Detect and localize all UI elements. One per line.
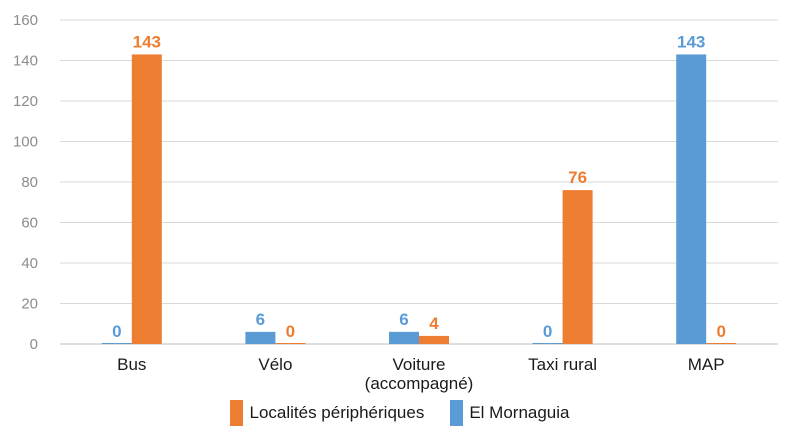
legend-item-el-mornaguia: El Mornaguia [450, 400, 570, 426]
y-tick-label: 140 [13, 53, 38, 70]
legend-item-localites: Localités périphériques [230, 400, 424, 426]
legend-swatch-blue [450, 400, 464, 426]
y-tick-label: 60 [21, 215, 38, 232]
bar [131, 54, 162, 345]
y-tick-label: 120 [13, 93, 38, 110]
data-label: 0 [286, 322, 295, 341]
data-label: 76 [568, 168, 587, 187]
bar [706, 343, 737, 344]
bar [389, 331, 419, 344]
y-tick-label: 0 [30, 336, 38, 353]
data-label: 0 [543, 322, 552, 341]
y-tick-label: 20 [21, 296, 38, 313]
x-category-label: Taxi rural [528, 355, 597, 374]
data-label: 0 [716, 322, 725, 341]
legend: Localités périphériques El Mornaguia [0, 400, 800, 426]
bar [419, 335, 449, 344]
x-category-label: Voiture [393, 355, 446, 374]
legend-swatch-orange [230, 400, 244, 426]
bar [562, 190, 593, 344]
y-tick-label: 160 [13, 12, 38, 29]
data-label: 4 [429, 314, 439, 333]
data-label: 143 [677, 32, 705, 51]
bar [275, 343, 306, 344]
x-category-label: Bus [117, 355, 146, 374]
y-tick-label: 40 [21, 255, 38, 272]
bar [676, 54, 707, 345]
x-category-label: MAP [688, 355, 725, 374]
x-category-label: Vélo [258, 355, 292, 374]
data-label: 6 [256, 310, 265, 329]
legend-label-localites: Localités périphériques [249, 403, 425, 422]
x-category-label: (accompagné) [365, 374, 474, 393]
y-tick-label: 80 [21, 174, 38, 191]
data-label: 0 [112, 322, 121, 341]
data-label: 6 [399, 310, 408, 329]
data-label: 143 [133, 32, 161, 51]
legend-label-el-mornaguia: El Mornaguia [469, 403, 570, 422]
bar [245, 331, 276, 344]
bar [532, 343, 563, 344]
bar [101, 343, 132, 344]
y-tick-label: 100 [13, 134, 38, 151]
